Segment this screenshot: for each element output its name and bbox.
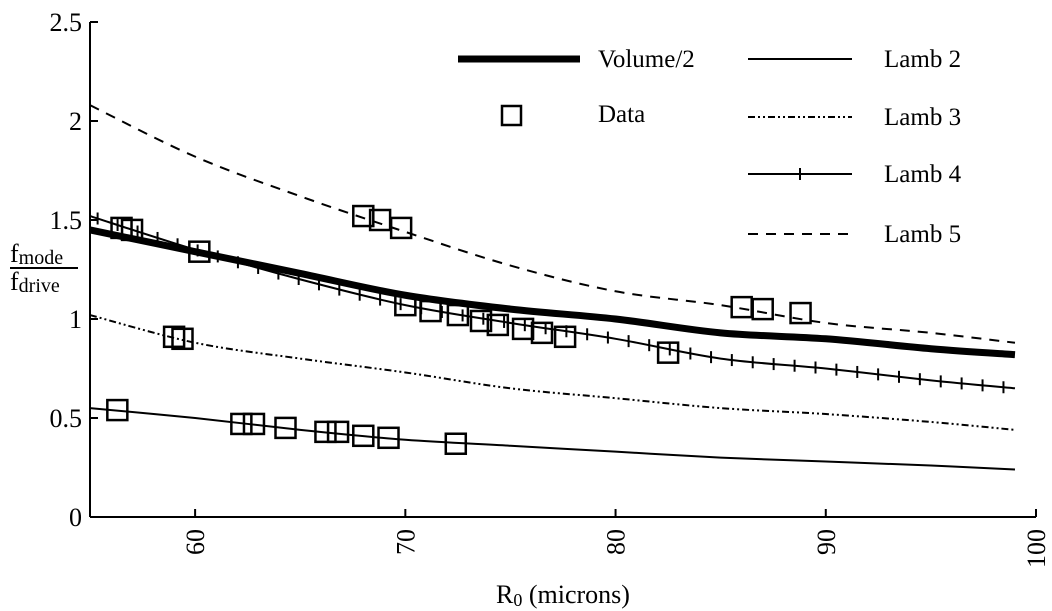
legend-item-lamb4: Lamb 4: [748, 161, 962, 188]
data-point: [446, 303, 470, 327]
legend-item-data: Data: [500, 101, 645, 128]
legend-item-lamb2: Lamb 2: [748, 46, 961, 73]
legend-item-lamb5: Lamb 5: [748, 221, 961, 248]
data-point: [789, 301, 812, 325]
legend-label-lamb3: Lamb 3: [884, 104, 961, 131]
y-tick-label: 2: [69, 107, 82, 136]
y-tick-label: 2.5: [50, 8, 83, 37]
data-point: [419, 299, 442, 323]
legend-label-volume: Volume/2: [598, 46, 695, 73]
legend: Volume/2 Data Lamb 2 Lamb 3 Lamb 4 Lamb …: [458, 46, 962, 248]
data-point: [486, 313, 510, 337]
legend-swatch-data: [500, 104, 523, 127]
data-point: [530, 321, 554, 345]
data-point: [274, 416, 297, 440]
data-point: [242, 412, 266, 436]
data-point: [352, 204, 375, 228]
data-point: [314, 420, 337, 444]
legend-label-lamb5: Lamb 5: [884, 221, 961, 248]
legend-label-data: Data: [598, 101, 645, 128]
data-points-layer: [106, 204, 812, 455]
legend-item-lamb3: Lamb 3: [748, 104, 961, 131]
data-point: [656, 341, 680, 364]
y-axis-title-denominator: fdrive: [10, 267, 60, 297]
data-point: [394, 293, 417, 317]
data-point: [106, 398, 129, 422]
data-point: [389, 216, 413, 240]
data-point: [511, 317, 535, 341]
data-point: [188, 240, 211, 263]
series-line-volume-2: [89, 226, 1016, 359]
x-tick-label: 90: [812, 529, 841, 555]
series-line-lamb-5: [89, 104, 1016, 344]
x-tick-label: 100: [1022, 529, 1051, 568]
data-point: [171, 327, 194, 351]
ticks-layer: 0 0.5 1 1.5 2 2.5 60 70 80 90 100: [50, 8, 1052, 568]
data-point: [751, 297, 774, 321]
legend-item-volume: Volume/2: [458, 46, 695, 73]
y-tick-label: 0.5: [50, 404, 83, 433]
data-point: [469, 309, 493, 333]
y-tick-label: 0: [69, 503, 82, 532]
data-point: [326, 420, 350, 444]
data-point: [444, 432, 468, 455]
x-tick-label: 60: [181, 529, 210, 555]
data-point: [230, 412, 253, 436]
x-tick-label: 70: [391, 529, 420, 555]
x-tick-label: 80: [602, 529, 631, 555]
series-line-lamb-4: [89, 215, 1016, 390]
data-point: [553, 325, 577, 349]
legend-label-lamb4: Lamb 4: [884, 161, 962, 188]
series-line-lamb-3: [89, 314, 1016, 431]
data-point: [377, 426, 400, 450]
data-point: [730, 295, 753, 319]
y-tick-label: 1.5: [50, 206, 83, 235]
data-point: [120, 218, 144, 242]
y-axis-title: fmode fdrive: [10, 239, 78, 297]
y-axis-title-numerator: fmode: [10, 239, 63, 269]
data-point: [162, 325, 186, 349]
legend-label-lamb2: Lamb 2: [884, 46, 961, 73]
y-tick-label: 1: [69, 305, 82, 334]
plot-area: [89, 22, 1036, 518]
series-layer: [89, 104, 1016, 471]
data-point: [352, 424, 375, 448]
series-line-lamb-2: [89, 407, 1016, 471]
x-axis-title: R0 (microns): [496, 580, 630, 610]
